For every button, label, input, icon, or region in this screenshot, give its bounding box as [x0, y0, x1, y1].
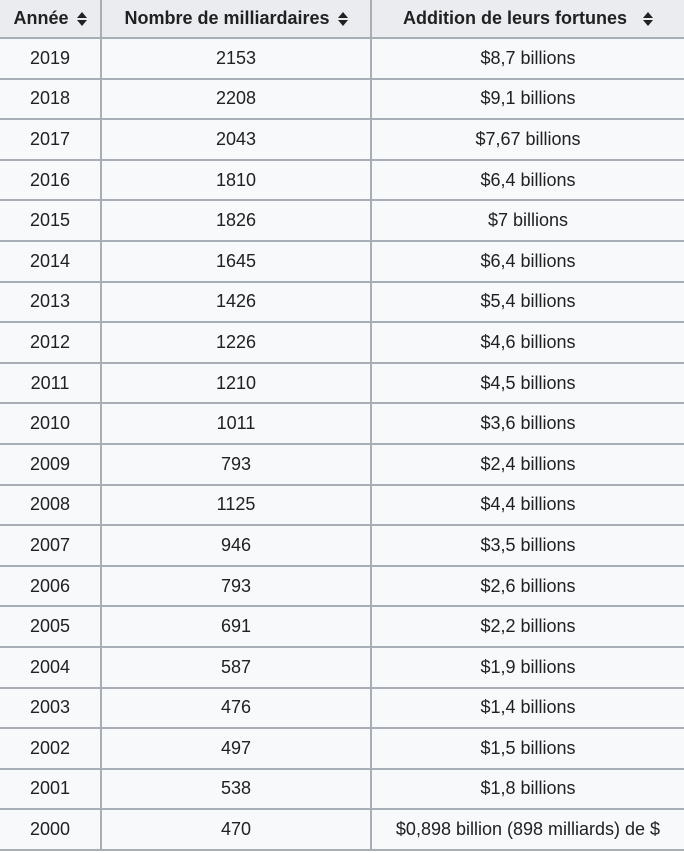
header-row: Année Nombre de milliardaires Addition d…	[0, 0, 684, 39]
fortune-sum-cell: $0,898 billion (898 milliards) de $	[370, 808, 684, 851]
billionaire-count-cell: 1645	[100, 239, 372, 283]
fortune-sum-cell: $4,4 billions	[370, 483, 684, 527]
table-row: 2003 476 $1,4 billions	[0, 686, 684, 730]
table-row: 2000 470 $0,898 billion (898 milliards) de…	[0, 808, 684, 851]
fortune-sum-cell: $9,1 billions	[370, 77, 684, 121]
billionaire-count-cell: 793	[100, 442, 372, 486]
year-cell: 2005	[0, 605, 102, 648]
table-row: 2016 1810 $6,4 billions	[0, 158, 684, 202]
billionaire-count-cell: 476	[100, 686, 372, 730]
table-row: 2004 587 $1,9 billions	[0, 645, 684, 689]
fortune-sum-cell: $3,5 billions	[370, 524, 684, 567]
billionaire-count-cell: 1011	[100, 402, 372, 445]
fortune-sum-cell: $5,4 billions	[370, 280, 684, 324]
billionaire-count-cell: 2208	[100, 77, 372, 121]
fortune-sum-cell: $3,6 billions	[370, 402, 684, 445]
fortune-sum-cell: $4,5 billions	[370, 361, 684, 405]
table-row: 2015 1826 $7 billions	[0, 199, 684, 242]
billionaire-count-cell: 946	[100, 524, 372, 567]
billionaire-count-cell: 1226	[100, 321, 372, 364]
table-row: 2008 1125 $4,4 billions	[0, 483, 684, 527]
fortune-sum-cell: $7,67 billions	[370, 118, 684, 161]
table-row: 2011 1210 $4,5 billions	[0, 361, 684, 405]
sort-arrows-icon	[643, 11, 653, 26]
year-cell: 2007	[0, 524, 102, 567]
billionaire-count-cell: 1210	[100, 361, 372, 405]
table-row: 2001 538 $1,8 billions	[0, 767, 684, 811]
year-cell: 2004	[0, 645, 102, 689]
fortune-sum-cell: $2,6 billions	[370, 564, 684, 608]
year-cell: 2014	[0, 239, 102, 283]
year-cell: 2018	[0, 77, 102, 121]
billionaire-count-cell: 691	[100, 605, 372, 648]
year-cell: 2017	[0, 118, 102, 161]
table-row: 2017 2043 $7,67 billions	[0, 118, 684, 161]
table-row: 2009 793 $2,4 billions	[0, 442, 684, 486]
sort-arrows-icon	[76, 11, 87, 26]
billionaire-count-cell: 1826	[100, 199, 372, 242]
year-cell: 2008	[0, 483, 102, 527]
table-row: 2002 497 $1,5 billions	[0, 727, 684, 770]
billionaire-count-cell: 587	[100, 645, 372, 689]
year-cell: 2015	[0, 199, 102, 242]
billionaire-count-cell: 1810	[100, 158, 372, 202]
billionaire-count-cell: 2043	[100, 118, 372, 161]
fortune-sum-cell: $6,4 billions	[370, 158, 684, 202]
column-header-billionaire-count[interactable]: Nombre de milliardaires	[100, 0, 372, 39]
table-row: 2010 1011 $3,6 billions	[0, 402, 684, 445]
fortune-sum-cell: $8,7 billions	[370, 37, 684, 80]
billionaire-count-cell: 1125	[100, 483, 372, 527]
year-cell: 2002	[0, 727, 102, 770]
year-cell: 2006	[0, 564, 102, 608]
year-cell: 2003	[0, 686, 102, 730]
year-cell: 2001	[0, 767, 102, 811]
year-cell: 2010	[0, 402, 102, 445]
table-row: 2006 793 $2,6 billions	[0, 564, 684, 608]
billionaire-count-cell: 470	[100, 808, 372, 851]
table-row: 2018 2208 $9,1 billions	[0, 77, 684, 121]
table-body: 2019 2153 $8,7 billions 2018 2208 $9,1 billio…	[0, 37, 684, 851]
table-row: 2005 691 $2,2 billions	[0, 605, 684, 648]
fortune-sum-cell: $2,4 billions	[370, 442, 684, 486]
table-row: 2019 2153 $8,7 billions	[0, 37, 684, 80]
column-header-fortune-sum-label: Addition de leurs fortunes	[402, 8, 627, 28]
table-row: 2007 946 $3,5 billions	[0, 524, 684, 567]
table-row: 2014 1645 $6,4 billions	[0, 239, 684, 283]
table-row: 2012 1226 $4,6 billions	[0, 321, 684, 364]
column-header-year-label: Année	[13, 8, 69, 28]
year-cell: 2019	[0, 37, 102, 80]
billionaire-count-cell: 497	[100, 727, 372, 770]
fortune-sum-cell: $2,2 billions	[370, 605, 684, 648]
year-cell: 2012	[0, 321, 102, 364]
year-cell: 2009	[0, 442, 102, 486]
fortune-sum-cell: $7 billions	[370, 199, 684, 242]
year-cell: 2016	[0, 158, 102, 202]
table-header: Année Nombre de milliardaires Addition d…	[0, 0, 684, 39]
year-cell: 2011	[0, 361, 102, 405]
column-header-year[interactable]: Année	[0, 0, 102, 39]
table-row: 2013 1426 $5,4 billions	[0, 280, 684, 324]
fortune-sum-cell: $4,6 billions	[370, 321, 684, 364]
fortune-sum-cell: $1,9 billions	[370, 645, 684, 689]
year-cell: 2013	[0, 280, 102, 324]
column-header-billionaire-count-label: Nombre de milliardaires	[124, 8, 330, 28]
sort-arrows-icon	[337, 11, 348, 26]
billionaire-count-cell: 538	[100, 767, 372, 811]
billionaire-count-cell: 2153	[100, 37, 372, 80]
fortune-sum-cell: $1,5 billions	[370, 727, 684, 770]
fortune-sum-cell: $1,8 billions	[370, 767, 684, 811]
billionaire-count-cell: 1426	[100, 280, 372, 324]
fortune-sum-cell: $6,4 billions	[370, 239, 684, 283]
year-cell: 2000	[0, 808, 102, 851]
billionaire-count-cell: 793	[100, 564, 372, 608]
fortune-sum-cell: $1,4 billions	[370, 686, 684, 730]
column-header-fortune-sum[interactable]: Addition de leurs fortunes	[370, 0, 684, 39]
